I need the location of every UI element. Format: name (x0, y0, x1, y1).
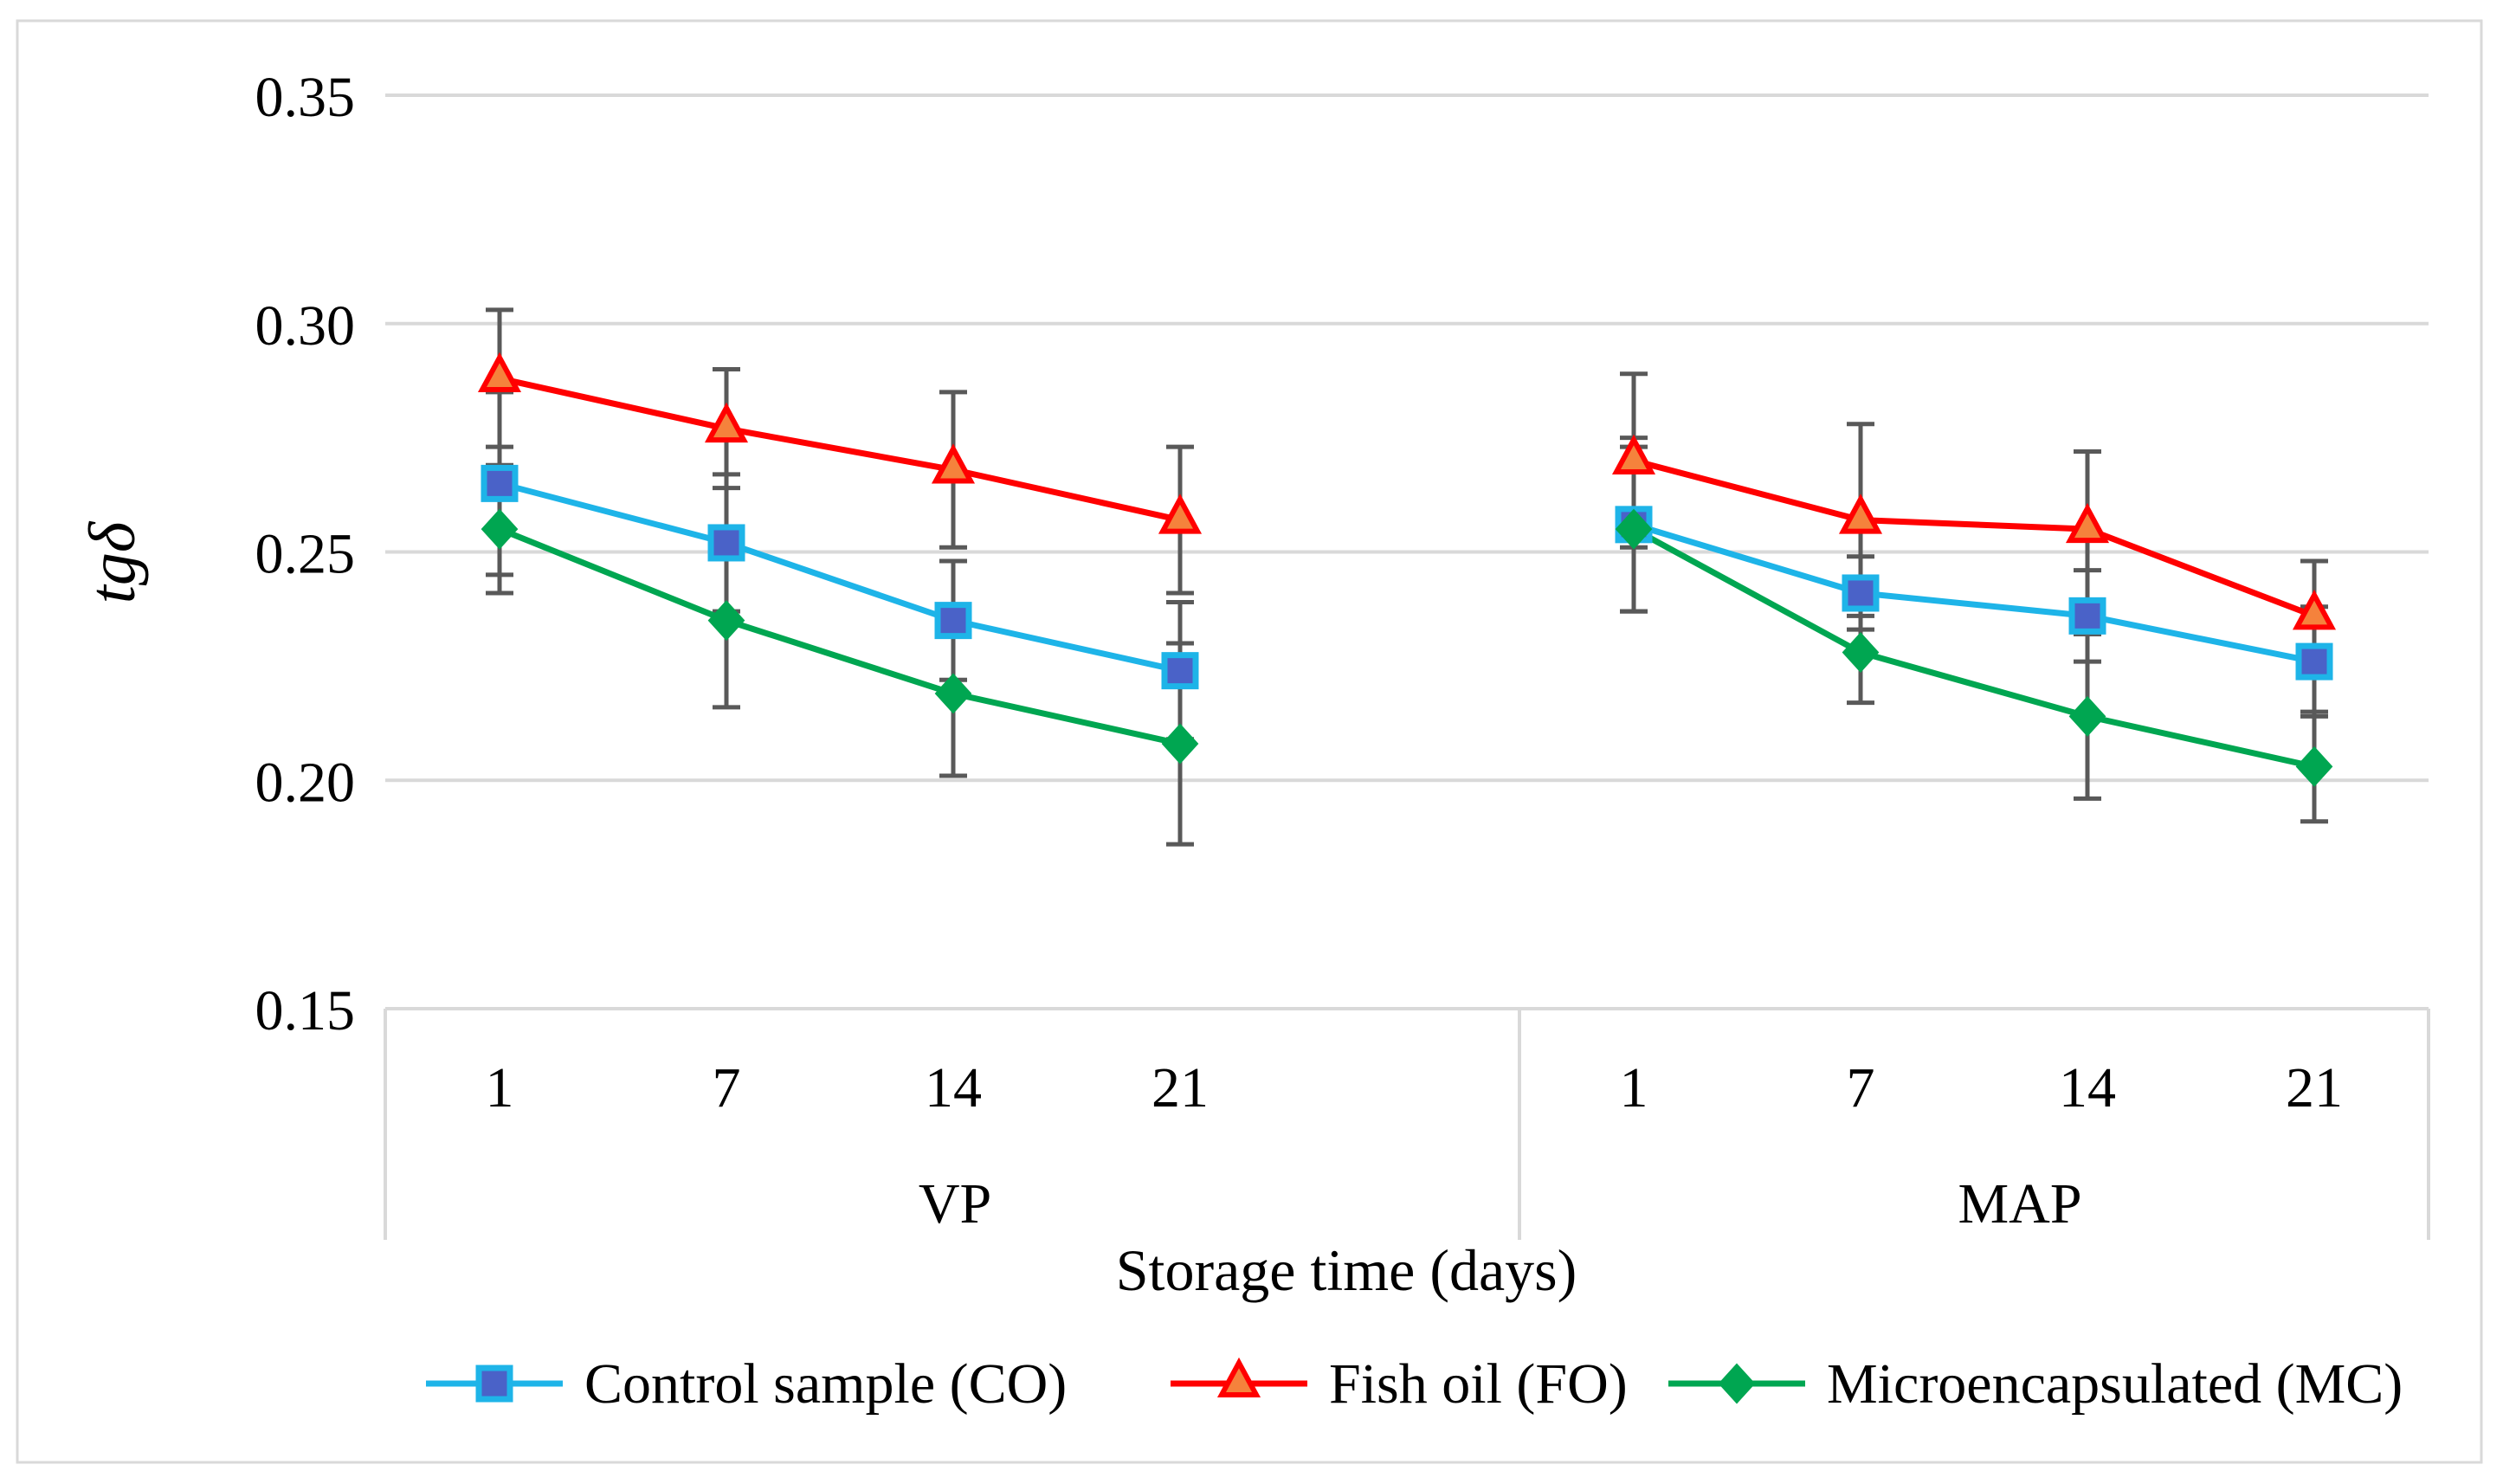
legend-marker (475, 1365, 513, 1403)
legend-marker (1216, 1357, 1261, 1397)
data-point (934, 602, 972, 640)
x-tick-label: 21 (1152, 1056, 1209, 1119)
x-tick-label: 14 (925, 1056, 982, 1119)
data-point (707, 600, 745, 642)
data-point (931, 443, 976, 484)
legend-marker (1718, 1363, 1756, 1404)
y-tick-label: 0.35 (255, 66, 356, 129)
series-line (498, 526, 1181, 747)
data-point (481, 464, 519, 502)
legend-label: Fish oil (FO) (1329, 1352, 1628, 1416)
data-point (1611, 434, 1656, 474)
series-line (1632, 521, 2315, 665)
data-point (707, 524, 745, 562)
series-line (499, 375, 1181, 523)
x-tick-label: 14 (2059, 1056, 2116, 1119)
data-point (1161, 652, 1199, 690)
data-point (477, 352, 522, 393)
series-markers (477, 352, 2337, 787)
y-tick-label: 0.25 (255, 523, 356, 586)
data-point (1842, 574, 1880, 612)
data-point (2295, 745, 2333, 787)
x-tick-label: 1 (1620, 1056, 1648, 1119)
data-point (1615, 508, 1653, 550)
axis-labels: tgδ Storage time (days) (76, 520, 1577, 1303)
legend-label: Microencapsulated (MC) (1827, 1352, 2403, 1416)
series-lines (498, 375, 2316, 770)
data-point (2068, 695, 2106, 737)
group-label: VP (919, 1172, 991, 1236)
y-tick-label: 0.30 (255, 294, 356, 358)
x-tick-label: 1 (486, 1056, 514, 1119)
y-axis-title: tgδ (76, 520, 149, 603)
legend-label: Control sample (CO) (584, 1352, 1067, 1416)
chart-frame (16, 19, 2483, 1464)
axes: 0.35 0.30 0.25 0.20 0.15 1 7 14 21 VP 1 7 14 21 MAP (255, 66, 2430, 1240)
data-point (1161, 723, 1199, 765)
data-point (2068, 597, 2106, 635)
series-line (1632, 526, 2315, 770)
data-point (1838, 494, 1883, 534)
x-axis-title: Storage time (days) (1116, 1237, 1577, 1303)
data-point (2065, 502, 2110, 544)
group-label: MAP (1958, 1172, 2081, 1236)
x-tick-label: 7 (1847, 1056, 1875, 1119)
series-line (499, 480, 1181, 674)
x-tick-label: 21 (2286, 1056, 2343, 1119)
series-line (1633, 457, 2316, 619)
data-point (1158, 494, 1203, 534)
data-point (2292, 590, 2337, 630)
data-point (934, 673, 972, 714)
data-point (481, 508, 519, 550)
y-tick-label: 0.20 (255, 751, 356, 814)
data-point (704, 402, 749, 443)
y-tick-label: 0.15 (255, 979, 356, 1042)
x-tick-label: 7 (713, 1056, 741, 1119)
data-point (1842, 632, 1880, 674)
legend: Control sample (CO) Fish oil (FO) Microenc… (426, 1352, 2403, 1416)
data-point (2295, 642, 2333, 681)
